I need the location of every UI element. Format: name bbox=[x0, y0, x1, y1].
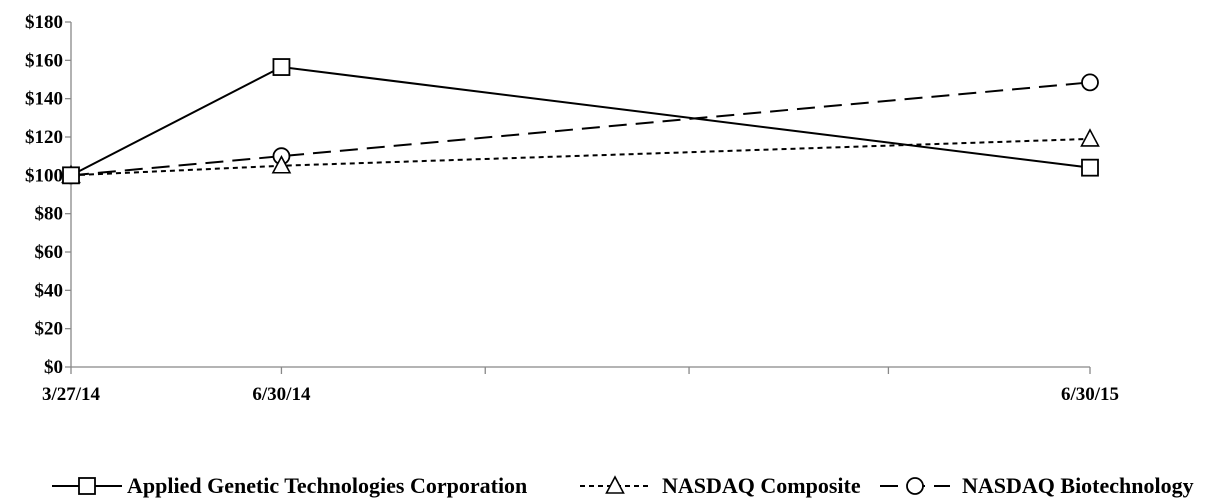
y-tick-label: $80 bbox=[35, 204, 64, 225]
data-point-triangle bbox=[1080, 128, 1100, 147]
data-point-square bbox=[62, 166, 80, 185]
data-point-square bbox=[272, 58, 291, 76]
series-line-triangle bbox=[70, 137, 1091, 177]
y-tick-label: $20 bbox=[35, 319, 64, 340]
x-tick-label: 6/30/15 bbox=[1061, 384, 1119, 405]
series-lines bbox=[61, 58, 1100, 185]
series-line-circle bbox=[70, 81, 1091, 177]
y-tick-label: $100 bbox=[25, 165, 63, 186]
legend-label: Applied Genetic Technologies Corporation bbox=[127, 473, 527, 498]
legend-marker-circle bbox=[906, 477, 924, 495]
legend: Applied Genetic Technologies Corporation… bbox=[52, 473, 1194, 498]
series-line-square bbox=[70, 66, 1091, 177]
legend-marker-square bbox=[78, 477, 96, 495]
y-tick-label: $160 bbox=[25, 50, 63, 71]
y-tick-label: $180 bbox=[25, 12, 63, 33]
y-tick-label: $120 bbox=[25, 127, 63, 148]
x-tick-label: 3/27/14 bbox=[42, 384, 101, 405]
x-tick-label: 6/30/14 bbox=[252, 384, 311, 405]
data-point-square bbox=[1081, 158, 1099, 177]
y-tick-label: $0 bbox=[44, 357, 63, 378]
legend-label: NASDAQ Biotechnology bbox=[962, 473, 1194, 498]
y-tick-label: $140 bbox=[25, 89, 63, 110]
legend-label: NASDAQ Composite bbox=[662, 473, 861, 498]
y-tick-label: $60 bbox=[35, 242, 64, 263]
y-tick-label: $40 bbox=[35, 280, 64, 301]
data-point-circle bbox=[1081, 73, 1099, 92]
axes bbox=[65, 21, 1091, 374]
x-tick-labels: 3/27/14 6/30/14 6/30/15 bbox=[42, 384, 1119, 405]
legend-marker-triangle bbox=[605, 475, 625, 494]
data-point-triangle bbox=[271, 155, 292, 174]
y-tick-labels: $0 $20 $40 $60 $80 $100 $120 $140 $160 $180 bbox=[25, 12, 63, 378]
